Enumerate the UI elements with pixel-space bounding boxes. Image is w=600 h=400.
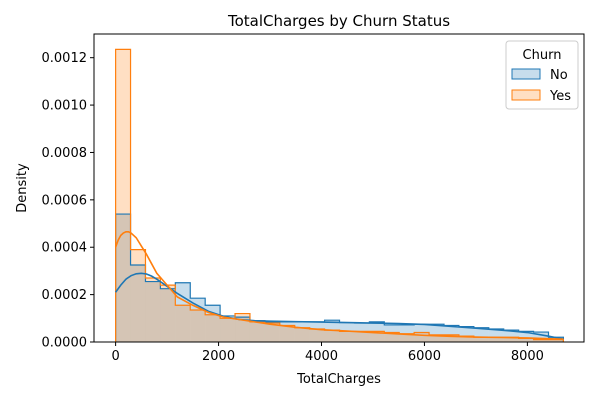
bar-no-9 xyxy=(249,320,265,342)
bar-no-8 xyxy=(235,317,250,342)
legend-label-no: No xyxy=(550,68,568,83)
x-tick-label-4: 8000 xyxy=(511,349,544,364)
y-tick-label-4: 0.0008 xyxy=(42,146,88,161)
bar-yes-12 xyxy=(294,327,310,342)
legend-swatch-yes xyxy=(511,89,541,101)
bar-yes-16 xyxy=(354,331,370,342)
bar-yes-14 xyxy=(324,330,340,342)
plot-area xyxy=(114,48,565,343)
bar-yes-27 xyxy=(518,338,534,342)
bar-yes-22 xyxy=(444,334,459,342)
bar-no-2 xyxy=(145,281,161,342)
x-axis-label: TotalCharges xyxy=(296,372,381,387)
chart-title: TotalCharges by Churn Status xyxy=(227,12,450,30)
bar-no-13 xyxy=(309,321,325,342)
x-axis: 0 2000 4000 6000 8000 xyxy=(111,342,544,364)
y-tick-label-6: 0.0012 xyxy=(42,51,88,66)
bar-yes-1 xyxy=(130,249,146,342)
bar-yes-24 xyxy=(473,337,489,342)
bar-no-1 xyxy=(130,265,146,342)
bar-yes-28 xyxy=(533,339,549,342)
x-tick-label-0: 0 xyxy=(111,349,119,364)
y-axis-label: Density xyxy=(15,163,30,213)
x-tick-label-1: 2000 xyxy=(202,349,235,364)
bar-yes-6 xyxy=(205,314,221,342)
bar-yes-17 xyxy=(369,331,385,342)
bar-yes-25 xyxy=(488,337,504,342)
axes-frame xyxy=(93,33,585,343)
bar-yes-15 xyxy=(339,331,355,342)
legend-box xyxy=(505,40,579,110)
bar-yes-19 xyxy=(399,333,415,342)
legend: Churn No Yes xyxy=(505,40,579,110)
bar-no-15 xyxy=(339,322,355,342)
kde-line-yes xyxy=(114,231,564,340)
bar-no-3 xyxy=(160,288,176,342)
y-tick-label-3: 0.0006 xyxy=(42,193,88,208)
legend-title: Churn xyxy=(523,48,562,63)
bar-no-24 xyxy=(473,327,489,342)
bar-yes-10 xyxy=(264,323,280,342)
x-tick-label-3: 6000 xyxy=(408,349,441,364)
bar-yes-2 xyxy=(145,278,161,342)
bar-yes-26 xyxy=(503,337,519,342)
bar-yes-0 xyxy=(115,49,131,343)
bar-no-14 xyxy=(324,320,340,342)
bar-no-22 xyxy=(444,325,459,342)
legend-label-yes: Yes xyxy=(549,89,571,104)
y-tick-label-5: 0.0010 xyxy=(42,99,88,114)
bar-no-28 xyxy=(533,332,549,342)
bar-yes-9 xyxy=(249,321,265,342)
bar-yes-3 xyxy=(160,285,176,342)
bar-yes-18 xyxy=(384,332,400,342)
bar-yes-21 xyxy=(429,334,444,342)
legend-swatch-no xyxy=(511,68,541,80)
y-tick-label-1: 0.0002 xyxy=(42,288,88,303)
bar-no-27 xyxy=(518,331,534,342)
y-axis: 0.0000 0.0002 0.0004 0.0006 0.0008 0.0010 0.00… xyxy=(42,51,94,351)
x-tick-label-2: 4000 xyxy=(305,349,338,364)
histogram-yes xyxy=(115,49,564,343)
bar-no-0 xyxy=(115,214,131,342)
bar-yes-11 xyxy=(279,325,295,342)
bar-no-10 xyxy=(264,321,280,342)
bar-yes-29 xyxy=(548,339,564,342)
bar-no-26 xyxy=(503,330,519,342)
bar-no-7 xyxy=(220,315,236,342)
bar-yes-13 xyxy=(309,328,325,342)
bar-yes-8 xyxy=(235,313,250,342)
bar-no-21 xyxy=(429,324,444,342)
bar-yes-23 xyxy=(458,336,474,342)
y-tick-label-2: 0.0004 xyxy=(42,241,88,256)
bar-yes-7 xyxy=(220,318,236,342)
bar-no-23 xyxy=(458,326,474,342)
bar-yes-20 xyxy=(414,332,430,342)
y-tick-label-0: 0.0000 xyxy=(42,336,88,351)
bar-no-25 xyxy=(488,328,504,342)
bar-yes-5 xyxy=(190,310,206,342)
bar-yes-4 xyxy=(175,305,191,342)
